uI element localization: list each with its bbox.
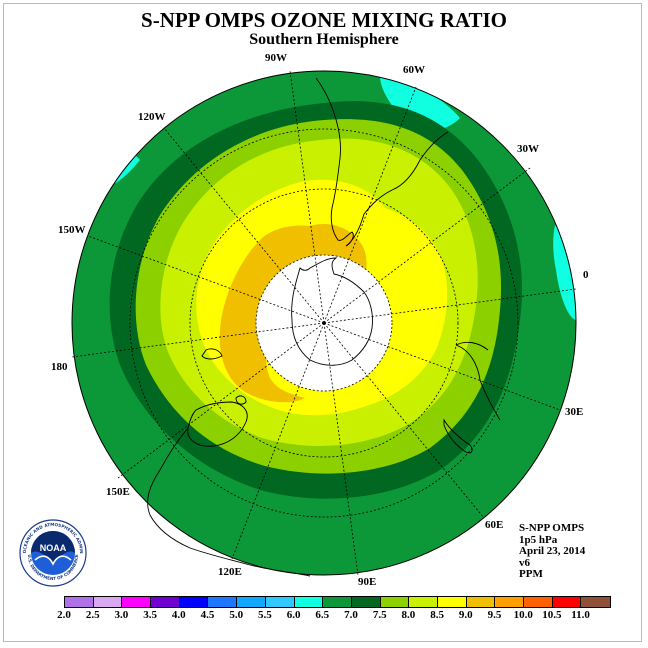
- colorbar-tick-label: 8.5: [430, 609, 444, 621]
- info-block: S-NPP OMPS 1p5 hPa April 23, 2014 v6 PPM: [519, 522, 586, 581]
- colorbar-tick-label: 4.5: [200, 609, 215, 621]
- africa-cape: [455, 341, 489, 351]
- colorbar-segment: [237, 597, 266, 607]
- colorbar-segment: [524, 597, 553, 607]
- colorbar-segment: [466, 597, 496, 607]
- noaa-logo: NATIONAL OCEANIC AND ATMOSPHERIC ADMINIS…: [18, 518, 87, 587]
- lon-label-120e: 120E: [218, 566, 242, 578]
- new-zealand-south-island: [201, 348, 223, 360]
- colorbar-tick-label: 7.0: [344, 609, 358, 621]
- colorbar-tick-label: 9.0: [458, 609, 473, 621]
- colorbar-segment: [351, 597, 381, 607]
- info-date: April 23, 2014: [519, 545, 586, 557]
- colorbar-tick-label: 10.5: [542, 609, 562, 621]
- colorbar-tick-label: 4.0: [171, 609, 186, 621]
- longitude-labels: 0 30E 60E 90E 120E 150E 180 150W 120W 90…: [51, 52, 589, 588]
- info-version: v6: [519, 556, 530, 569]
- colorbar-segment: [323, 597, 352, 607]
- map-title: S-NPP OMPS OZONE MIXING RATIO: [141, 8, 507, 32]
- latitude-circle-70s: [255, 254, 393, 392]
- graticule: [71, 70, 577, 576]
- antarctica-coast: [291, 257, 373, 366]
- lon-label-30e: 30E: [565, 406, 583, 418]
- colorbar-segment: [65, 597, 94, 607]
- lon-label-90e: 90E: [358, 576, 376, 588]
- colorbar-tick-label: 6.5: [315, 609, 330, 621]
- colorbar-tick-label: 5.5: [258, 609, 272, 621]
- colorbar-tick-label: 6.0: [286, 609, 301, 621]
- colorbar-segment: [179, 597, 209, 607]
- colorbar-segment: [581, 597, 611, 607]
- cyan-patch-120w: [112, 155, 140, 185]
- lon-label-150w: 150W: [58, 224, 86, 236]
- map-border: [71, 70, 577, 576]
- colorbar: [64, 596, 612, 608]
- lon-label-120w: 120W: [138, 111, 166, 123]
- info-instrument: S-NPP OMPS: [519, 522, 585, 534]
- colorbar-tick-label: 3.5: [143, 609, 157, 621]
- lon-label-180: 180: [51, 361, 68, 373]
- colorbar-segment: [122, 597, 152, 607]
- map-subtitle: Southern Hemisphere: [249, 31, 399, 48]
- south-america-west-coast: [315, 77, 354, 247]
- colorbar-tick-label: 10.0: [513, 609, 533, 621]
- lon-label-60w: 60W: [403, 64, 425, 76]
- meridian-30e: [323, 322, 561, 411]
- lon-label-30w: 30W: [517, 143, 539, 155]
- latitude-circle-30s: [129, 128, 519, 518]
- info-units: PPM: [519, 568, 543, 580]
- colorbar-tick-label: 3.0: [114, 609, 129, 621]
- info-level: 1p5 hPa: [519, 533, 558, 546]
- south-pole-dot: [322, 321, 326, 325]
- madagascar-coast: [443, 418, 473, 454]
- colorbar-segment: [294, 597, 324, 607]
- meridian-150w: [87, 235, 325, 324]
- lon-label-90w: 90W: [265, 52, 287, 64]
- tasmania: [235, 395, 247, 405]
- logo-text: NOAA: [40, 543, 67, 553]
- lon-label-0: 0: [583, 269, 589, 281]
- colorbar-segment: [409, 597, 438, 607]
- colorbar-segment: [380, 597, 410, 607]
- colorbar-segment: [151, 597, 180, 607]
- cyan-patch-0: [553, 225, 576, 321]
- colorbar-ticks: 2.0 2.5 3.0 3.5 4.0 4.5 5.0 5.5 6.0 6.5 7.0 7.5 8.0 8…: [50, 609, 648, 623]
- meridian-150e: [117, 322, 325, 479]
- colorbar-segment: [265, 597, 295, 607]
- plot-frame: [3, 3, 642, 642]
- lon-label-60e: 60E: [485, 519, 503, 531]
- colorbar-tick-label: 9.5: [487, 609, 502, 621]
- colorbar-tick-label: 11.0: [571, 609, 590, 621]
- cyan-patch-60w: [380, 75, 460, 131]
- australia-south-coast: [187, 401, 248, 447]
- colorbar-tick-label: 5.0: [229, 609, 244, 621]
- colorbar-tick-label: 7.5: [372, 609, 387, 621]
- colorbar-segment: [93, 597, 123, 607]
- colorbar-tick-label: 8.0: [401, 609, 416, 621]
- colorbar-segment: [437, 597, 467, 607]
- colorbar-segment: [552, 597, 582, 607]
- colorbar-tick-label: 2.0: [57, 609, 71, 621]
- africa-south-coast: [455, 344, 501, 421]
- latitude-circle-50s: [189, 188, 459, 458]
- meridian-30w: [323, 167, 531, 324]
- south-america-east-coast: [345, 131, 449, 247]
- colorbar-segment: [208, 597, 238, 607]
- australia-west-coast: [147, 427, 251, 566]
- colorbar-tick-label: 2.5: [85, 609, 100, 621]
- lon-label-150e: 150E: [106, 486, 130, 498]
- colorbar-segment: [495, 597, 524, 607]
